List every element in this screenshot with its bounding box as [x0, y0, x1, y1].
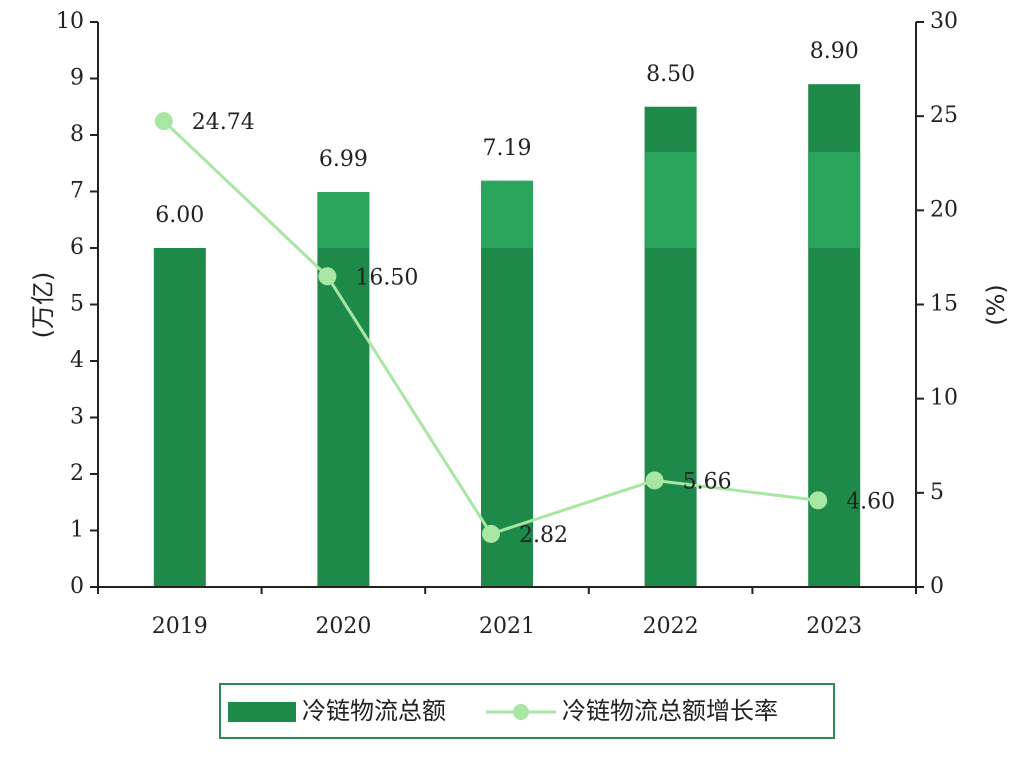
- y-left-tick-label: 9: [70, 66, 84, 91]
- y-right-tick-label: 5: [930, 480, 944, 505]
- bar-band-2020: [317, 192, 370, 248]
- y-left-tick-label: 2: [70, 461, 84, 486]
- growth-rate-label-2020: 16.50: [355, 265, 418, 290]
- growth-rate-label-2023: 4.60: [846, 489, 895, 514]
- y-left-tick-label: 10: [56, 9, 84, 34]
- legend: 冷链物流总额 冷链物流总额增长率: [219, 683, 835, 739]
- bar-value-label-2023: 8.90: [810, 39, 859, 64]
- y-left-tick-label: 6: [70, 235, 84, 260]
- y-left-tick-label: 7: [70, 179, 84, 204]
- y-right-tick-label: 15: [930, 292, 958, 317]
- bar-band-2023: [808, 151, 861, 248]
- y-axis-left-title: (万亿): [29, 272, 57, 339]
- legend-label-line: 冷链物流总额增长率: [562, 697, 778, 725]
- growth-rate-point-2020: [318, 267, 337, 286]
- growth-rate-point-2019: [154, 112, 173, 131]
- bar-band-2022: [644, 151, 697, 248]
- y-right-tick-label: 20: [930, 197, 958, 222]
- axes-layer: 0 1 2 3 4 5 6 7 8 9 10 0 5 10 15 20 25 30 2019 2020 2021 2022…: [56, 9, 958, 639]
- bar-2020: [317, 192, 370, 587]
- legend-line-marker: [513, 704, 529, 720]
- y-left-tick-label: 0: [70, 574, 84, 599]
- y-left-tick-label: 4: [70, 348, 84, 373]
- x-tick-label-2020: 2020: [315, 614, 371, 639]
- growth-rate-point-2021: [482, 524, 500, 543]
- growth-rate-point-2023: [809, 491, 828, 510]
- growth-rate-label-2022: 5.66: [683, 469, 732, 494]
- x-tick-label-2022: 2022: [643, 614, 699, 639]
- line-layer: [154, 112, 828, 543]
- y-right-tick-label: 0: [930, 574, 944, 599]
- legend-bar-swatch: [228, 702, 296, 722]
- y-right-tick-label: 10: [930, 386, 958, 411]
- bar-value-label-2019: 6.00: [155, 203, 204, 228]
- growth-rate-label-2019: 24.74: [192, 110, 255, 135]
- bar-value-label-2020: 6.99: [319, 147, 368, 172]
- bar-value-label-2022: 8.50: [646, 62, 695, 87]
- x-tick-label-2021: 2021: [479, 614, 535, 639]
- y-right-tick-label: 30: [930, 9, 958, 34]
- bar-2019: [153, 248, 206, 587]
- legend-label-bar: 冷链物流总额: [302, 697, 446, 725]
- y-left-tick-label: 8: [70, 122, 84, 147]
- y-left-tick-label: 3: [70, 405, 84, 430]
- y-axis-right-title: (%): [982, 284, 1010, 326]
- y-left-tick-label: 5: [70, 292, 84, 317]
- labels-layer: 6.00 6.99 7.19 8.50 8.90 24.74 16.50 2.82 5.66 4.…: [155, 39, 895, 548]
- growth-rate-label-2021: 2.82: [519, 523, 568, 548]
- x-tick-label-2019: 2019: [152, 614, 208, 639]
- bar-value-label-2021: 7.19: [483, 136, 532, 161]
- y-right-tick-label: 25: [930, 103, 958, 128]
- x-tick-label-2023: 2023: [806, 614, 862, 639]
- y-left-tick-label: 1: [70, 518, 84, 543]
- growth-rate-point-2022: [645, 471, 664, 490]
- bar-2021: [481, 180, 533, 587]
- bar-band-2021: [481, 180, 533, 248]
